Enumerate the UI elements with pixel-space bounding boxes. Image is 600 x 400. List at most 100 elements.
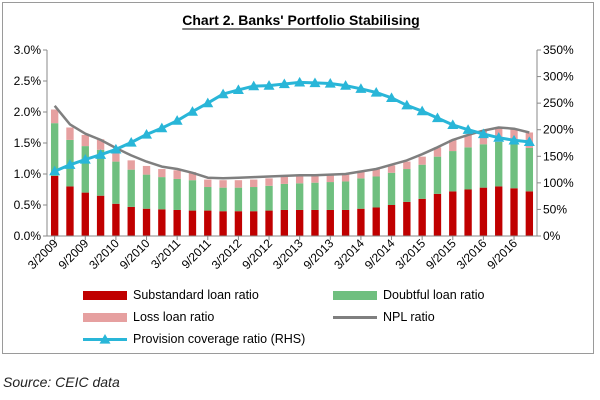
bar-loss-loan-ratio <box>234 180 243 188</box>
bar-substandard-loan-ratio <box>265 210 273 236</box>
bar-doubtful-loan-ratio <box>357 178 365 209</box>
right-tick-label: 150% <box>543 149 574 163</box>
bar-doubtful-loan-ratio <box>127 169 135 207</box>
legend-label-provision-coverage-ratio-rhs: Provision coverage ratio (RHS) <box>133 332 305 346</box>
bar-loss-loan-ratio <box>464 134 472 148</box>
bar-substandard-loan-ratio <box>433 193 442 236</box>
left-axis: 0.0% 0.5% 1.0% 1.5% 2.0% 2.5% 3.0% <box>14 43 48 243</box>
bar-doubtful-loan-ratio <box>341 181 350 210</box>
marker-provision-coverage-ratio-rhs <box>232 84 244 94</box>
bar-doubtful-loan-ratio <box>280 183 289 210</box>
marker-provision-coverage-ratio-rhs <box>64 159 76 169</box>
bar-substandard-loan-ratio <box>234 211 243 236</box>
bar-doubtful-loan-ratio <box>234 187 243 212</box>
right-tick-label: 350% <box>543 43 574 57</box>
bar-doubtful-loan-ratio <box>219 187 227 212</box>
bar-doubtful-loan-ratio <box>204 187 212 211</box>
bar-loss-loan-ratio <box>142 165 151 175</box>
x-tick-label: 3/2016 <box>454 236 490 272</box>
legend-label-substandard-loan-ratio: Substandard loan ratio <box>133 288 259 302</box>
bar-loss-loan-ratio <box>326 174 334 183</box>
left-tick-label: 2.5% <box>14 74 42 88</box>
bar-loss-loan-ratio <box>204 179 212 188</box>
bar-substandard-loan-ratio <box>464 189 472 236</box>
marker-provision-coverage-ratio-rhs <box>324 77 336 88</box>
bar-substandard-loan-ratio <box>250 211 258 236</box>
bar-doubtful-loan-ratio <box>525 147 534 192</box>
bar-substandard-loan-ratio <box>112 203 120 236</box>
bar-substandard-loan-ratio <box>387 205 396 236</box>
bar-doubtful-loan-ratio <box>173 178 181 210</box>
bar-doubtful-loan-ratio <box>326 182 334 210</box>
bar-loss-loan-ratio <box>433 147 442 157</box>
bar-doubtful-loan-ratio <box>418 164 426 199</box>
bar-substandard-loan-ratio <box>96 195 105 236</box>
bar-doubtful-loan-ratio <box>433 156 442 194</box>
legend-label-loss-loan-ratio: Loss loan ratio <box>133 310 214 324</box>
x-tick-label: 9/2011 <box>179 236 214 271</box>
x-tick-label: 9/2010 <box>117 236 153 272</box>
right-tick-label: 100% <box>543 176 574 190</box>
marker-provision-coverage-ratio-rhs <box>386 92 398 102</box>
bar-loss-loan-ratio <box>418 156 426 165</box>
marker-provision-coverage-ratio-rhs <box>49 165 61 176</box>
line-npl-ratio <box>53 105 530 180</box>
bar-doubtful-loan-ratio <box>250 187 258 212</box>
legend-swatch-doubtful-loan-ratio <box>333 291 377 300</box>
x-tick-label: 3/2013 <box>270 236 306 272</box>
bar-doubtful-loan-ratio <box>311 182 319 210</box>
bar-doubtful-loan-ratio <box>387 172 396 205</box>
x-tick-label: 9/2012 <box>239 236 275 272</box>
right-axis: 0% 50% 100% 150% 200% 250% 300% 350% <box>536 43 574 243</box>
bar-loss-loan-ratio <box>372 169 380 177</box>
x-tick-label: 9/2013 <box>301 236 337 272</box>
legend: Substandard loan ratio Doubtful loan rati… <box>83 288 485 346</box>
bar-substandard-loan-ratio <box>341 209 350 236</box>
x-axis: 3/20099/20093/20109/20103/20119/20113/20… <box>25 235 537 272</box>
marker-provision-coverage-ratio-rhs <box>416 105 428 116</box>
bar-loss-loan-ratio <box>127 160 135 170</box>
bar-doubtful-loan-ratio <box>265 185 273 211</box>
x-tick-label: 3/2011 <box>148 236 183 271</box>
bar-loss-loan-ratio <box>449 139 457 152</box>
marker-provision-coverage-ratio-rhs <box>263 80 275 90</box>
x-tick-label: 9/2014 <box>362 236 398 272</box>
bar-doubtful-loan-ratio <box>403 169 411 202</box>
x-tick-label: 9/2016 <box>484 236 520 272</box>
bar-substandard-loan-ratio <box>188 210 197 236</box>
right-tick-label: 250% <box>543 96 574 110</box>
bar-substandard-loan-ratio <box>418 198 426 236</box>
marker-provision-coverage-ratio-rhs <box>309 77 321 88</box>
x-tick-label: 3/2012 <box>209 236 245 272</box>
bar-doubtful-loan-ratio <box>295 183 304 210</box>
x-tick-label: 3/2014 <box>331 236 367 272</box>
line-provision-coverage-ratio-rhs <box>54 80 530 173</box>
left-tick-label: 0.0% <box>14 229 42 243</box>
bar-loss-loan-ratio <box>219 180 227 188</box>
bar-substandard-loan-ratio <box>173 209 181 236</box>
x-tick-label: 9/2015 <box>423 236 459 272</box>
bar-doubtful-loan-ratio <box>96 149 105 196</box>
bar-loss-loan-ratio <box>50 109 59 124</box>
bar-loss-loan-ratio <box>250 179 258 188</box>
bar-doubtful-loan-ratio <box>372 176 380 208</box>
bar-loss-loan-ratio <box>403 161 411 170</box>
legend-swatch-loss-loan-ratio <box>83 313 127 322</box>
left-tick-label: 3.0% <box>14 43 42 57</box>
left-tick-label: 0.5% <box>14 198 42 212</box>
bar-loss-loan-ratio <box>158 169 166 178</box>
marker-provision-coverage-ratio-rhs <box>79 153 91 164</box>
right-tick-label: 0% <box>543 229 561 243</box>
legend-label-npl-ratio: NPL ratio <box>383 310 435 324</box>
bar-loss-loan-ratio <box>173 170 181 179</box>
marker-provision-coverage-ratio-rhs <box>370 87 382 97</box>
bar-doubtful-loan-ratio <box>188 180 197 211</box>
marker-provision-coverage-ratio-rhs <box>110 143 122 154</box>
bar-loss-loan-ratio <box>81 134 89 147</box>
bar-substandard-loan-ratio <box>326 209 334 236</box>
bar-substandard-loan-ratio <box>158 209 166 236</box>
x-tick-label: 3/2010 <box>86 236 122 272</box>
bar-loss-loan-ratio <box>341 174 350 182</box>
marker-provision-coverage-ratio-rhs <box>508 134 520 145</box>
bar-doubtful-loan-ratio <box>50 123 59 176</box>
